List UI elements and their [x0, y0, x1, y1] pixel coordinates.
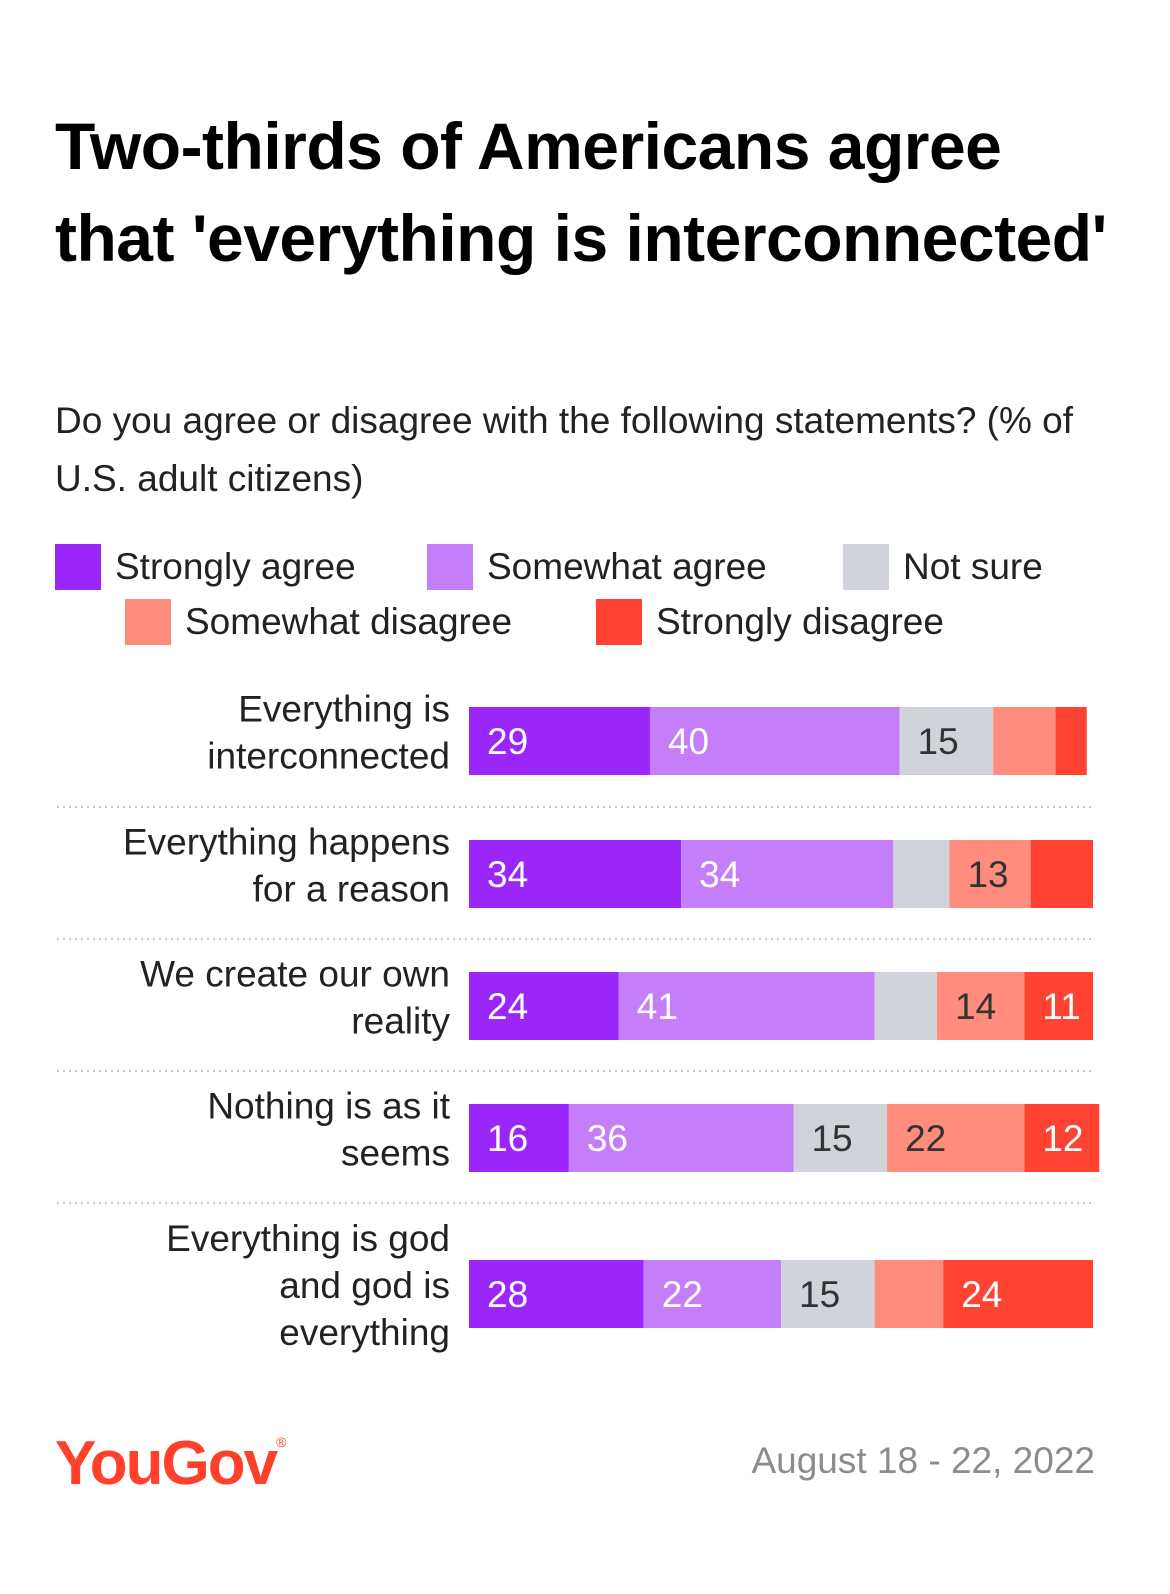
bar-segment-strongly-disagree-2: [1030, 840, 1093, 908]
data-label-somewhat-agree-1: 40: [668, 721, 709, 762]
legend-swatch-strongly-agree: [55, 544, 101, 590]
data-label-strongly-agree-5: 28: [487, 1274, 528, 1315]
chart-subtitle: Do you agree or disagree with the follow…: [55, 400, 1074, 499]
category-label-everything-is-god-and-god-is-everything-line-1: Everything is god: [166, 1218, 450, 1259]
data-label-somewhat-disagree-3: 14: [955, 986, 996, 1027]
bar-segment-not-sure-3: [874, 972, 937, 1040]
bar-segment-strongly-disagree-5: [943, 1260, 1093, 1328]
bar-segment-strongly-agree-1: [469, 707, 650, 775]
data-label-strongly-agree-1: 29: [487, 721, 528, 762]
data-label-strongly-agree-4: 16: [487, 1118, 528, 1159]
data-label-strongly-agree-3: 24: [487, 986, 528, 1027]
bar-segment-somewhat-disagree-2: [949, 840, 1031, 908]
legend-swatch-strongly-disagree: [596, 599, 642, 645]
legend-item-not-sure: Not sure: [843, 544, 1043, 590]
legend-item-strongly-disagree: Strongly disagree: [596, 599, 944, 645]
legend: Strongly agree Somewhat agree Not sure S…: [55, 544, 1115, 654]
bar-segment-somewhat-agree-1: [649, 707, 900, 775]
category-label-everything-is-interconnected-line-2: interconnected: [207, 736, 450, 777]
yougov-logo-mark: ®: [276, 1434, 287, 1450]
data-label-somewhat-agree-4: 36: [587, 1118, 628, 1159]
bar-segment-somewhat-agree-2: [681, 840, 894, 908]
data-label-strongly-disagree-3: 11: [1042, 986, 1080, 1027]
data-label-strongly-disagree-5: 24: [961, 1274, 1002, 1315]
bar-segment-strongly-agree-2: [469, 840, 682, 908]
bar-segment-somewhat-agree-4: [568, 1104, 794, 1172]
data-label-somewhat-disagree-2: 13: [967, 854, 1008, 895]
bar-segment-not-sure-1: [899, 707, 994, 775]
bar-segment-strongly-disagree-3: [1024, 972, 1093, 1040]
bar-segment-strongly-disagree-1: [1055, 707, 1087, 775]
yougov-logo: YouGov®: [55, 1428, 286, 1499]
bar-segment-not-sure-2: [893, 840, 950, 908]
legend-swatch-somewhat-disagree: [125, 599, 171, 645]
legend-label-somewhat-disagree: Somewhat disagree: [185, 601, 513, 642]
stacked-bar-chart: Everything is interconnected 29 40 15 Everyth…: [57, 689, 1100, 1353]
bar-segment-not-sure-5: [781, 1260, 875, 1328]
bar-segment-somewhat-agree-3: [618, 972, 875, 1040]
bar-segment-strongly-agree-3: [469, 972, 619, 1040]
category-label-everything-is-god-and-god-is-everything-line-3: everything: [279, 1312, 450, 1353]
legend-swatch-somewhat-agree: [427, 544, 473, 590]
data-label-not-sure-1: 15: [918, 721, 959, 762]
category-label-everything-happens-for-a-reason-line-2: for a reason: [253, 869, 450, 910]
legend-label-somewhat-agree: Somewhat agree: [487, 546, 767, 587]
bar-segment-somewhat-disagree-3: [937, 972, 1025, 1040]
data-label-not-sure-4: 15: [811, 1118, 852, 1159]
bar-segment-strongly-disagree-4: [1024, 1104, 1100, 1172]
category-label-nothing-is-as-it-seems-line-2: seems: [341, 1133, 450, 1174]
bar-segment-somewhat-agree-5: [643, 1260, 781, 1328]
category-label-everything-happens-for-a-reason-line-1: Everything happens: [123, 822, 450, 863]
legend-label-not-sure: Not sure: [903, 546, 1043, 587]
legend-item-somewhat-disagree: Somewhat disagree: [125, 599, 512, 645]
legend-item-somewhat-agree: Somewhat agree: [427, 544, 767, 590]
legend-swatch-not-sure: [843, 544, 889, 590]
data-label-somewhat-agree-3: 41: [637, 986, 678, 1027]
legend-label-strongly-disagree: Strongly disagree: [656, 601, 944, 642]
data-label-strongly-agree-2: 34: [487, 854, 528, 895]
legend-label-strongly-agree: Strongly agree: [115, 546, 356, 587]
bar-segment-somewhat-disagree-1: [993, 707, 1056, 775]
category-label-everything-is-interconnected-line-1: Everything is: [238, 689, 450, 730]
bar-segment-strongly-agree-5: [469, 1260, 644, 1328]
bar-segment-somewhat-disagree-4: [887, 1104, 1025, 1172]
category-label-nothing-is-as-it-seems-line-1: Nothing is as it: [207, 1086, 450, 1127]
data-label-somewhat-agree-5: 22: [662, 1274, 703, 1315]
legend-item-strongly-agree: Strongly agree: [55, 544, 356, 590]
data-label-somewhat-agree-2: 34: [699, 854, 740, 895]
category-label-we-create-our-own-reality-line-2: reality: [351, 1001, 450, 1042]
data-label-strongly-disagree-4: 12: [1042, 1118, 1083, 1159]
data-label-not-sure-5: 15: [799, 1274, 840, 1315]
bar-segment-strongly-agree-4: [469, 1104, 569, 1172]
data-label-somewhat-disagree-4: 22: [905, 1118, 946, 1159]
category-label-we-create-our-own-reality-line-1: We create our own: [140, 954, 450, 995]
survey-date: August 18 - 22, 2022: [751, 1440, 1095, 1481]
chart-title: Two-thirds of Americans agree that 'ever…: [55, 109, 1107, 275]
bar-segment-somewhat-disagree-5: [874, 1260, 944, 1328]
category-label-everything-is-god-and-god-is-everything-line-2: and god is: [279, 1265, 450, 1306]
yougov-logo-text: YouGov: [55, 1429, 278, 1498]
bar-segment-not-sure-4: [793, 1104, 888, 1172]
